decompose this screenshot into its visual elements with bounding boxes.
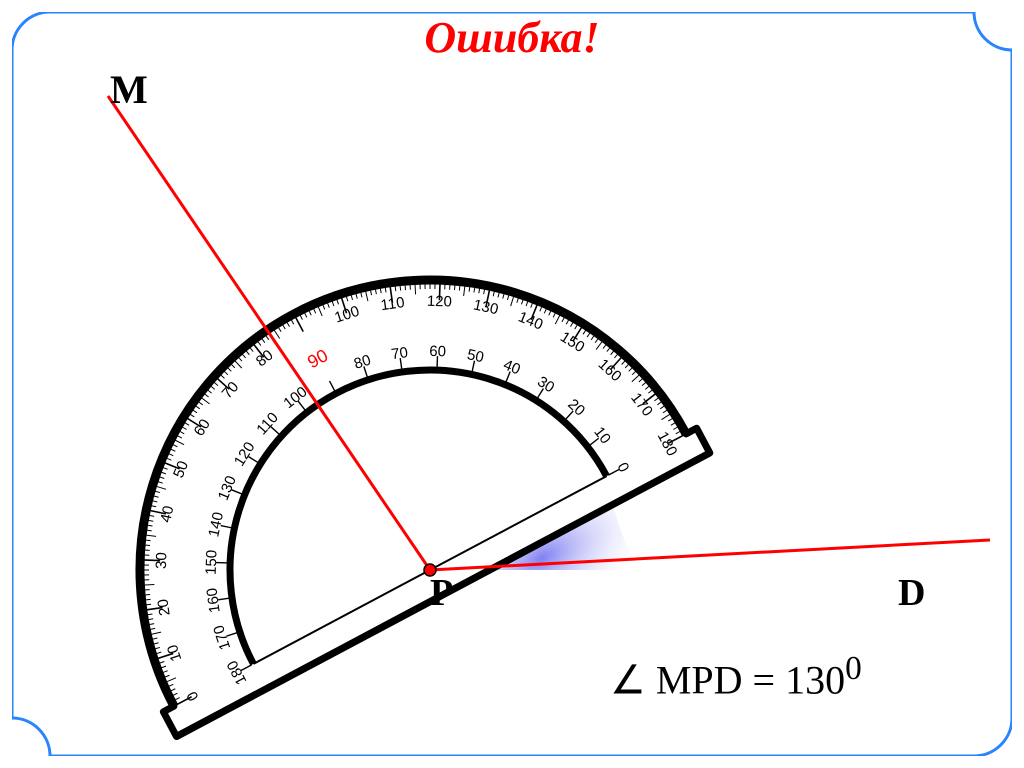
label-D: D — [898, 571, 925, 615]
label-P: P — [430, 571, 453, 615]
svg-text:50: 50 — [466, 346, 486, 366]
angle-symbol: ∠ — [610, 657, 646, 702]
svg-text:120: 120 — [427, 293, 453, 311]
diagram-scene: 1801701601501401301201101008070605040302… — [0, 0, 1024, 768]
svg-text:70: 70 — [390, 344, 409, 363]
svg-text:150: 150 — [203, 550, 221, 576]
svg-text:60: 60 — [429, 343, 446, 361]
angle-text: MPD = 130 — [646, 657, 845, 702]
label-M: M — [110, 66, 148, 113]
svg-text:20: 20 — [155, 598, 174, 617]
svg-text:160: 160 — [203, 587, 223, 614]
angle-statement: ∠ MPD = 1300 — [610, 650, 862, 703]
svg-text:30: 30 — [153, 552, 171, 569]
angle-sup: 0 — [845, 650, 862, 687]
svg-text:40: 40 — [157, 504, 177, 524]
svg-text:110: 110 — [380, 294, 406, 314]
